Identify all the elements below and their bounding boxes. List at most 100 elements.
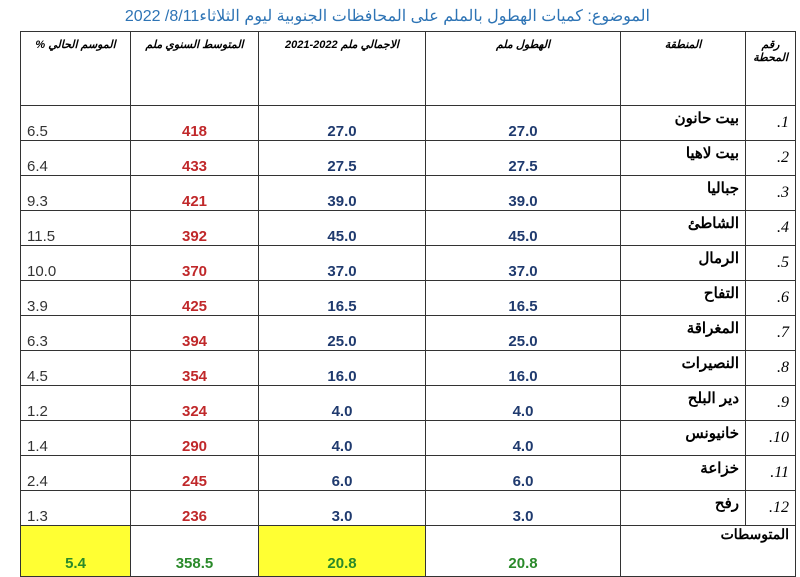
- table-cell: 12.: [745, 490, 796, 526]
- table-cell: 5.: [745, 245, 796, 281]
- table-cell: 37.0: [258, 245, 426, 281]
- table-cell: 9.: [745, 385, 796, 421]
- table-cell: 394: [130, 315, 259, 351]
- table-cell: خزاعة: [620, 455, 746, 491]
- page: الموضوع: كميات الهطول بالملم على المحافظ…: [20, 8, 796, 577]
- column-header: رقم المحطة: [745, 31, 796, 106]
- table-row: 4. الشاطئ 45.0 45.0 392 11.5: [20, 210, 796, 246]
- table-cell: جباليا: [620, 175, 746, 211]
- table-cell: المغراقة: [620, 315, 746, 351]
- table-cell: 10.: [745, 420, 796, 456]
- table-cell: 16.0: [258, 350, 426, 386]
- table-cell: 11.5: [20, 210, 131, 246]
- table-cell: 39.0: [425, 175, 621, 211]
- table-cell: 6.: [745, 280, 796, 316]
- table-cell: 6.0: [425, 455, 621, 491]
- table-cell: 37.0: [425, 245, 621, 281]
- footer-cell: 5.4: [20, 525, 131, 577]
- table-cell: 6.4: [20, 140, 131, 176]
- table-cell: 421: [130, 175, 259, 211]
- table-cell: 6.5: [20, 105, 131, 141]
- footer-cell: 358.5: [130, 525, 259, 577]
- table-cell: 16.0: [425, 350, 621, 386]
- table-cell: 4.0: [258, 385, 426, 421]
- table-row: 2. بيت لاهيا 27.5 27.5 433 6.4: [20, 140, 796, 176]
- footer-cell: المتوسطات: [620, 525, 796, 577]
- table-cell: 27.5: [258, 140, 426, 176]
- table-cell: 3.: [745, 175, 796, 211]
- table-row: 3. جباليا 39.0 39.0 421 9.3: [20, 175, 796, 211]
- header-row: رقم المحطة المنطقة الهطول ملم الاجمالي ملم …: [20, 31, 796, 106]
- table-cell: 418: [130, 105, 259, 141]
- table-cell: الرمال: [620, 245, 746, 281]
- table-cell: 4.5: [20, 350, 131, 386]
- table-cell: 4.0: [425, 385, 621, 421]
- table-cell: 3.9: [20, 280, 131, 316]
- column-header: المتوسط السنوي ملم: [130, 31, 259, 106]
- table-row: 10. خانيونس 4.0 4.0 290 1.4: [20, 420, 796, 456]
- table-cell: 16.5: [425, 280, 621, 316]
- footer-cell: 20.8: [258, 525, 426, 577]
- table-cell: 16.5: [258, 280, 426, 316]
- table-cell: 1.4: [20, 420, 131, 456]
- table-cell: 4.: [745, 210, 796, 246]
- table-cell: 3.0: [258, 490, 426, 526]
- table-row: 1. بيت حانون 27.0 27.0 418 6.5: [20, 105, 796, 141]
- column-header: الاجمالي ملم 2022-2021: [258, 31, 426, 106]
- table-cell: 370: [130, 245, 259, 281]
- table-cell: 1.3: [20, 490, 131, 526]
- table-cell: 6.0: [258, 455, 426, 491]
- column-header: الموسم الحالي %: [20, 31, 131, 106]
- table-cell: 2.: [745, 140, 796, 176]
- table-cell: 11.: [745, 455, 796, 491]
- table-cell: 45.0: [425, 210, 621, 246]
- table-cell: 8.: [745, 350, 796, 386]
- table-cell: 10.0: [20, 245, 131, 281]
- table-cell: 39.0: [258, 175, 426, 211]
- table-row: 11. خزاعة 6.0 6.0 245 2.4: [20, 455, 796, 491]
- table-row: 12. رفح 3.0 3.0 236 1.3: [20, 490, 796, 526]
- table-cell: 25.0: [425, 315, 621, 351]
- table-row: 5. الرمال 37.0 37.0 370 10.0: [20, 245, 796, 281]
- table-cell: 3.0: [425, 490, 621, 526]
- table-cell: 324: [130, 385, 259, 421]
- table-cell: رفح: [620, 490, 746, 526]
- table-cell: بيت لاهيا: [620, 140, 746, 176]
- table-cell: 290: [130, 420, 259, 456]
- table-cell: 27.5: [425, 140, 621, 176]
- table-row: 7. المغراقة 25.0 25.0 394 6.3: [20, 315, 796, 351]
- table-cell: 45.0: [258, 210, 426, 246]
- table-cell: 236: [130, 490, 259, 526]
- table-cell: 4.0: [425, 420, 621, 456]
- column-header: المنطقة: [620, 31, 746, 106]
- table-cell: 245: [130, 455, 259, 491]
- table-cell: 27.0: [425, 105, 621, 141]
- footer-cell: 20.8: [425, 525, 621, 577]
- table-cell: 1.: [745, 105, 796, 141]
- footer-row: المتوسطات 20.8 20.8 358.5 5.4: [20, 525, 796, 577]
- title: الموضوع: كميات الهطول بالملم على المحافظ…: [124, 8, 650, 25]
- table-cell: 9.3: [20, 175, 131, 211]
- table-cell: خانيونس: [620, 420, 746, 456]
- column-header: الهطول ملم: [425, 31, 621, 106]
- table-cell: 27.0: [258, 105, 426, 141]
- table-cell: 4.0: [258, 420, 426, 456]
- table-cell: 2.4: [20, 455, 131, 491]
- table-cell: 1.2: [20, 385, 131, 421]
- table-cell: 425: [130, 280, 259, 316]
- table-cell: النصيرات: [620, 350, 746, 386]
- table-cell: 392: [130, 210, 259, 246]
- table-cell: الشاطئ: [620, 210, 746, 246]
- table-cell: 6.3: [20, 315, 131, 351]
- table-cell: 354: [130, 350, 259, 386]
- table-cell: 25.0: [258, 315, 426, 351]
- table-row: 9. دير البلح 4.0 4.0 324 1.2: [20, 385, 796, 421]
- table-row: 6. التفاح 16.5 16.5 425 3.9: [20, 280, 796, 316]
- table-row: 8. النصيرات 16.0 16.0 354 4.5: [20, 350, 796, 386]
- table-cell: التفاح: [620, 280, 746, 316]
- rain-table: رقم المحطة المنطقة الهطول ملم الاجمالي ملم …: [20, 31, 796, 577]
- table-cell: بيت حانون: [620, 105, 746, 141]
- table-body: 1. بيت حانون 27.0 27.0 418 6.5 2. بيت لاهيا 27.5…: [20, 105, 796, 577]
- table-cell: 7.: [745, 315, 796, 351]
- table-cell: دير البلح: [620, 385, 746, 421]
